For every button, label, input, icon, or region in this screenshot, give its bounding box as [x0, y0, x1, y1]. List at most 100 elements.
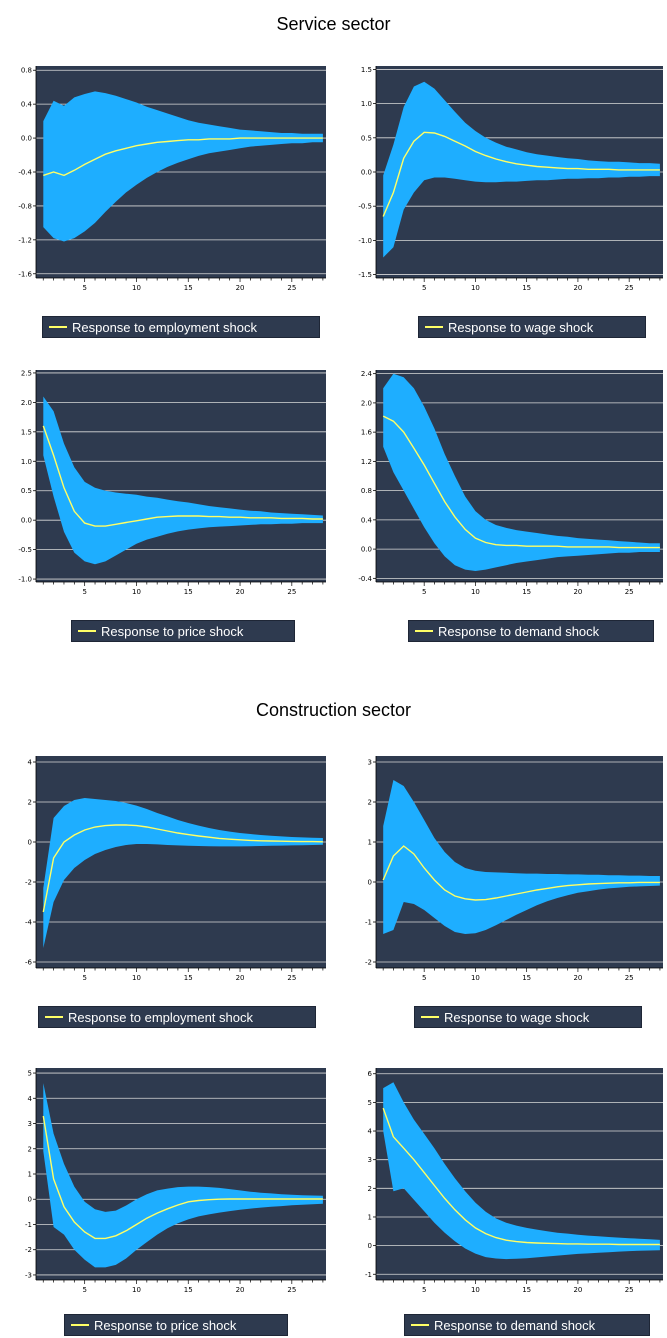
y-tick-label: -1.2	[18, 236, 32, 244]
confidence-band	[43, 396, 323, 565]
y-tick-label: 6	[368, 1070, 373, 1078]
x-tick-label: 5	[82, 974, 86, 982]
y-tick-label: -6	[25, 959, 33, 967]
y-tick-label: 4	[28, 1095, 33, 1103]
legend-service-demand: Response to demand shock	[408, 620, 654, 642]
x-tick-label: 20	[236, 974, 245, 982]
y-tick-label: 0.5	[361, 134, 372, 142]
y-tick-label: 0.4	[361, 516, 373, 524]
y-tick-label: 3	[368, 1156, 372, 1164]
y-tick-label: 0	[368, 1242, 372, 1250]
legend-construction-price: Response to price shock	[64, 1314, 288, 1336]
legend-line-swatch	[49, 326, 67, 328]
y-tick-label: -2	[25, 879, 32, 887]
confidence-band	[383, 373, 660, 571]
response-line	[42, 1115, 323, 1240]
y-tick-label: 4	[28, 759, 33, 767]
response-line	[43, 137, 323, 177]
y-tick-label: -4	[25, 919, 33, 927]
x-tick-label: 5	[422, 1286, 426, 1294]
y-tick-label: 5	[368, 1099, 372, 1107]
x-tick-label: 25	[625, 1286, 634, 1294]
confidence-band	[43, 91, 323, 242]
x-tick-label: 10	[132, 1286, 141, 1294]
y-tick-label: 0.4	[21, 101, 33, 109]
x-tick-label: 25	[625, 284, 634, 292]
y-tick-label: 3	[28, 1120, 32, 1128]
chart-service-price: 2.5 2.0 1.5 1.0 0.5 0.0 -0.5 -1.0 5 10 15 20 25	[18, 369, 326, 596]
y-tick-label: 1	[368, 839, 372, 847]
y-tick-label: 1	[28, 1171, 32, 1179]
legend-line-swatch	[71, 1324, 89, 1326]
x-tick-label: 20	[573, 588, 582, 596]
x-tick-label: 20	[236, 1286, 245, 1294]
response-line	[382, 845, 660, 901]
legend-label: Response to wage shock	[444, 1009, 590, 1025]
response-line	[382, 131, 660, 217]
legend-line-swatch	[411, 1324, 429, 1326]
y-tick-label: 2	[368, 799, 372, 807]
x-tick-label: 10	[471, 1286, 480, 1294]
y-tick-label: 2	[28, 1145, 32, 1153]
x-tick-label: 5	[82, 1286, 86, 1294]
y-tick-label: -1	[365, 919, 372, 927]
response-line	[42, 425, 323, 527]
confidence-band	[43, 798, 323, 948]
plot-background	[36, 756, 326, 968]
y-tick-label: 2.0	[361, 399, 372, 407]
x-tick-label: 5	[422, 284, 426, 292]
x-tick-label: 20	[236, 284, 245, 292]
y-tick-label: 4	[368, 1128, 373, 1136]
legend-label: Response to demand shock	[438, 623, 600, 639]
confidence-band	[43, 1083, 323, 1268]
y-tick-label: -2	[25, 1246, 32, 1254]
response-line	[42, 824, 323, 913]
y-tick-label: -1	[365, 1271, 372, 1279]
y-tick-label: 1.2	[361, 458, 372, 466]
legend-label: Response to employment shock	[72, 319, 257, 335]
x-tick-label: 20	[573, 974, 582, 982]
x-tick-label: 15	[184, 588, 193, 596]
y-tick-label: -1.0	[18, 576, 32, 584]
y-tick-label: 0	[28, 1196, 32, 1204]
x-tick-label: 5	[422, 974, 426, 982]
y-tick-label: 2	[28, 799, 32, 807]
y-tick-label: -1.6	[18, 270, 32, 278]
legend-line-swatch	[78, 630, 96, 632]
y-tick-label: 0.8	[21, 67, 32, 75]
y-tick-label: -1	[25, 1221, 32, 1229]
y-tick-label: 2.0	[21, 399, 32, 407]
confidence-band	[383, 1082, 660, 1260]
x-tick-label: 5	[422, 588, 426, 596]
y-tick-label: 0.0	[21, 135, 32, 143]
x-tick-label: 10	[132, 974, 141, 982]
legend-line-swatch	[45, 1016, 63, 1018]
x-tick-label: 25	[625, 974, 634, 982]
x-tick-label: 20	[573, 284, 582, 292]
x-tick-label: 15	[522, 588, 531, 596]
chart-construction-employment: 420-2-4-65 10 15 20 25	[25, 756, 326, 982]
x-tick-label: 10	[132, 284, 141, 292]
y-tick-label: 1	[368, 1213, 372, 1221]
x-tick-label: 10	[132, 588, 141, 596]
legend-construction-employment: Response to employment shock	[38, 1006, 316, 1028]
x-tick-label: 20	[236, 588, 245, 596]
x-tick-label: 25	[625, 588, 634, 596]
legend-line-swatch	[415, 630, 433, 632]
y-tick-label: -3	[25, 1271, 32, 1279]
y-tick-label: 5	[28, 1070, 32, 1078]
x-tick-label: 10	[471, 974, 480, 982]
x-tick-label: 15	[522, 284, 531, 292]
chart-service-wage: 1.5 1.0 0.5 0.0 -0.5 -1.0 -1.5 5 10 15 20 25	[358, 66, 663, 292]
x-tick-label: 15	[522, 974, 531, 982]
y-tick-label: 3	[368, 759, 372, 767]
y-tick-label: -0.8	[18, 202, 32, 210]
y-tick-label: 1.0	[361, 100, 372, 108]
y-tick-label: -1.0	[358, 237, 372, 245]
legend-label: Response to employment shock	[68, 1009, 253, 1025]
y-tick-label: 0.0	[21, 517, 32, 525]
x-tick-label: 15	[184, 974, 193, 982]
legend-construction-demand: Response to demand shock	[404, 1314, 650, 1336]
